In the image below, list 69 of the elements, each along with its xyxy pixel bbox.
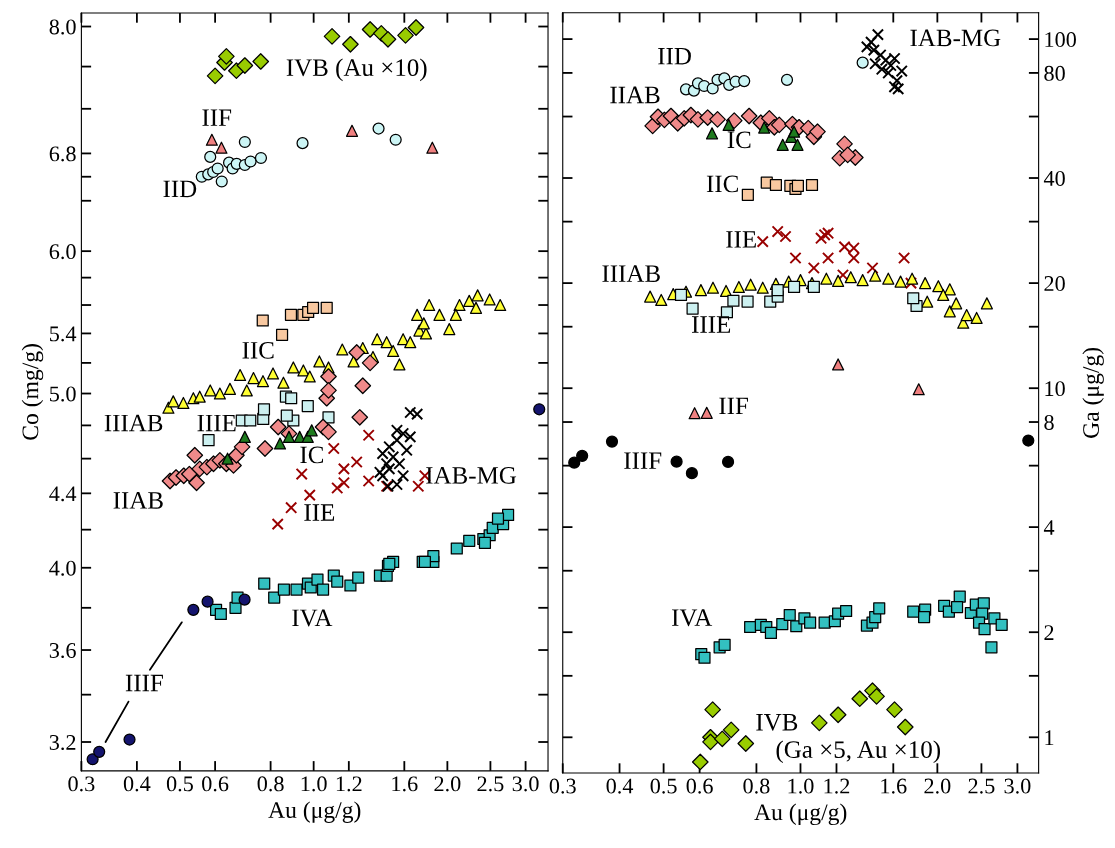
x-tick-label: 0.6 [202,776,229,792]
annotation: IIIAB [104,414,163,432]
y-axis-title: Co (mg/g) [21,344,44,440]
y-tick-label: 4.4 [49,486,77,502]
annotation: IIC [706,175,738,193]
x-tick-label: 1.0 [301,776,327,792]
y-tick-label: 6.8 [49,146,76,162]
y-tick-label: 2 [1044,625,1054,640]
x-tick-label: 1.6 [881,778,907,794]
x-tick-label: 1.2 [336,776,362,792]
x-tick-label: 3.0 [512,776,539,792]
x-axis-title: Au (μg/g) [754,803,847,826]
x-tick-label: 2.0 [434,776,461,792]
y-tick-label: 100 [1045,32,1076,48]
annotation: (Ga ×5, Au ×10) [776,740,940,764]
y-tick-label: 3.6 [49,643,76,659]
x-tick-label: 0.5 [650,778,677,794]
y-tick-label: 1 [1045,730,1054,746]
annotation: IID [163,180,197,198]
y-axis-title: Ga (μg/g) [1082,347,1104,438]
y-tick-label: 6.0 [49,244,76,260]
annotation: IIAB [113,492,163,509]
y-tick-label: 5.4 [50,326,77,342]
annotation: IVB [756,714,798,731]
x-tick-label: 0.3 [549,778,576,794]
annotation: IIIE [197,414,236,432]
x-tick-label: 2.0 [924,778,951,794]
x-tick-label: 1.6 [392,776,418,792]
y-tick-label: 8.0 [49,19,76,35]
x-tick-label: 2.5 [477,776,504,792]
annotation: IVA [672,609,713,627]
annotation: IIE [726,231,756,248]
x-tick-label: 0.8 [257,776,284,792]
y-tick-label: 8 [1044,414,1054,430]
y-tick-label: 4.0 [49,560,76,576]
y-tick-label: 10 [1045,381,1065,397]
y-tick-label: 20 [1044,276,1065,292]
annotation: IAB-MG [426,467,517,484]
annotation: IVB (Au ×10) [286,58,427,82]
annotation: IVA [292,609,333,627]
y-tick-label: 40 [1043,170,1065,186]
annotation: IIF [719,397,748,415]
annotation: IIE [304,504,335,521]
annotation: IIIF [624,452,662,469]
annotation: IIF [202,109,232,126]
annotation: IID [658,47,691,65]
x-axis-title: Au (μg/g) [268,801,361,823]
x-tick-label: 2.5 [968,778,995,794]
x-tick-label: 1.2 [824,778,850,794]
y-tick-label: 4 [1043,520,1055,535]
x-tick-label: 1.0 [788,778,814,794]
annotation: IIAB [610,86,660,104]
x-tick-label: 0.6 [686,778,713,794]
annotation: IIIF [125,674,163,692]
annotation: IC [727,131,751,149]
annotation: IIC [242,341,274,359]
annotation: IIIAB [602,265,660,282]
y-tick-label: 3.2 [49,735,76,751]
annotation: IC [300,446,324,464]
x-tick-label: 0.8 [743,778,770,794]
annotation: IIIE [692,316,731,333]
x-tick-label: 3.0 [1004,778,1031,794]
y-tick-label: 80 [1044,65,1065,81]
x-tick-label: 0.5 [166,776,193,792]
x-tick-label: 0.4 [123,776,151,792]
x-tick-label: 0.3 [68,776,95,792]
y-tick-label: 5.0 [50,386,76,402]
x-tick-label: 0.4 [606,778,634,794]
annotation: IAB-MG [910,29,1001,47]
